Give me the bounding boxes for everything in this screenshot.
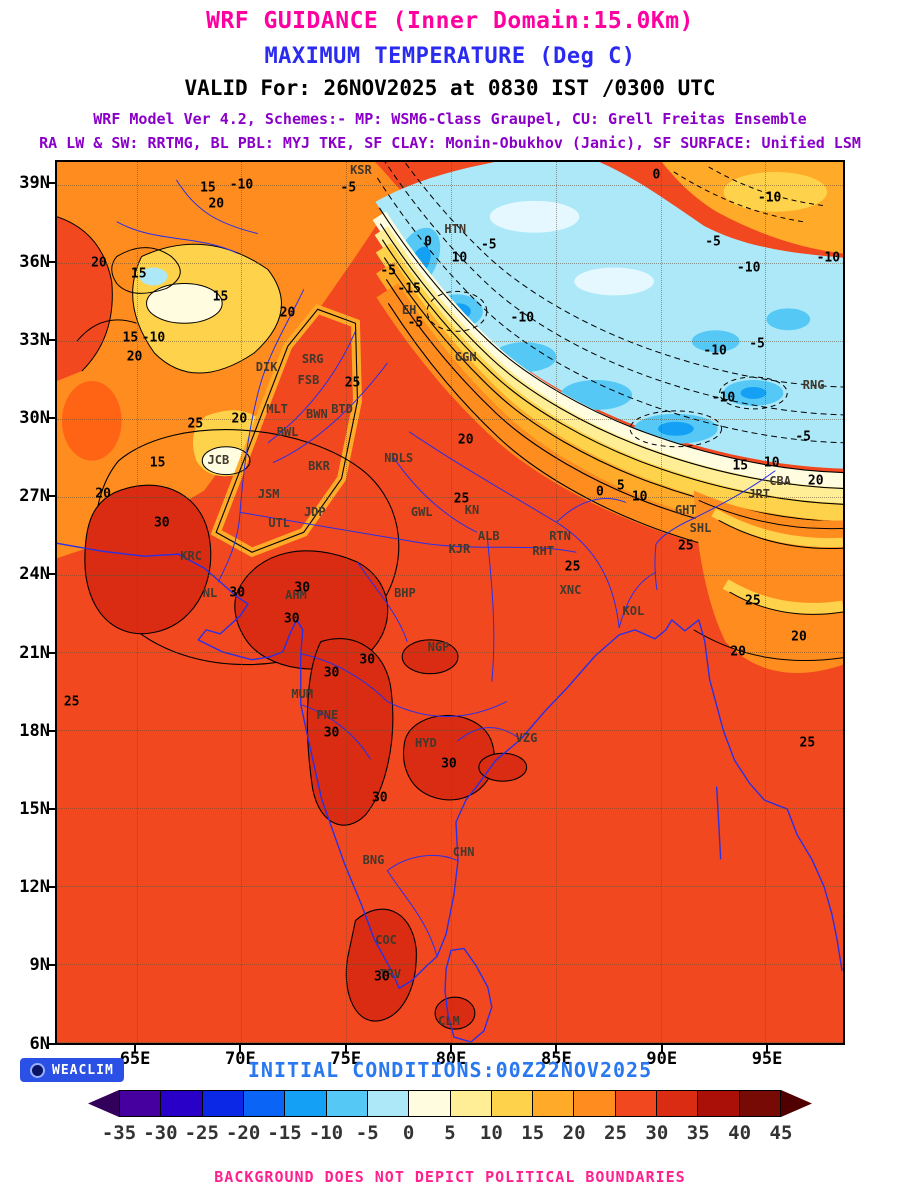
colorbar-tick-label: -25 [184,1122,219,1144]
colorbar-tick-label: -15 [267,1122,302,1144]
lat-tick-mark [47,1042,55,1045]
contour-fill-art [57,162,843,1043]
colorbar-tick-label: -30 [143,1122,178,1144]
lon-tick-label: 75E [330,1049,362,1069]
lat-tick-mark [47,182,55,185]
lat-tick-mark [47,495,55,498]
weaclim-logo-text: WEACLIM [52,1062,114,1078]
colorbar-segment [698,1091,740,1116]
lat-tick-label: 36N [19,251,50,272]
lat-tick-mark [47,417,55,420]
colorbar-tick-label: 20 [562,1122,586,1144]
lat-tick-mark [47,886,55,889]
colorbar-left-arrow [88,1090,119,1117]
lat-tick-label: 30N [19,408,50,429]
lat-tick-mark [47,808,55,811]
lon-tick-mark [766,1045,769,1053]
lon-tick-label: 95E [751,1049,783,1069]
lat-tick-label: 21N [19,642,50,663]
lon-tick-label: 90E [646,1049,678,1069]
lon-tick-mark [344,1045,347,1053]
weaclim-logo: WEACLIM [20,1058,124,1082]
colorbar-tick-label: -5 [355,1122,379,1144]
lon-tick-label: 85E [541,1049,572,1069]
weaclim-logo-icon [30,1062,45,1078]
colorbar-track [119,1090,781,1117]
colorbar-tick-label: 40 [728,1122,752,1144]
colorbar-segment [326,1091,368,1116]
initial-conditions-text: INITIAL CONDITIONS:00Z22NOV2025 [247,1058,653,1082]
colorbar-segment [409,1091,451,1116]
colorbar-right-arrow [781,1090,812,1117]
lon-tick-mark [239,1045,242,1053]
colorbar-tick-label: 5 [444,1122,456,1144]
lat-tick-mark [47,260,55,263]
temperature-map: KSR HTN EH DIK SRG FSB GGN MLT BWN BTD BWL JCB BKR ND… [55,160,845,1045]
lat-tick-label: 24N [19,564,50,585]
lon-tick-mark [450,1045,453,1053]
colorbar-segment [615,1091,658,1116]
lon-tick-mark [555,1045,558,1053]
disclaimer-text: BACKGROUND DOES NOT DEPICT POLITICAL BOU… [214,1168,686,1186]
lon-tick-label: 70E [225,1049,256,1069]
lat-tick-label: 9N [29,955,50,976]
lat-tick-label: 33N [19,329,50,350]
temperature-colorbar: -35 -30 -25 -20 -15 -10 -5 0 5 10 15 20 25 30 35 40 45 [88,1090,812,1150]
colorbar-segment [533,1091,575,1116]
colorbar-tick-label: 10 [479,1122,503,1144]
lon-tick-label: 80E [435,1049,467,1069]
colorbar-tick-label: 25 [604,1122,627,1144]
colorbar-tick-label: 15 [521,1122,545,1144]
colorbar-segment [161,1091,203,1116]
lon-tick-mark [660,1045,663,1053]
lat-tick-mark [47,651,55,654]
colorbar-segment [574,1091,616,1116]
colorbar-segment [367,1091,410,1116]
lat-tick-mark [47,573,55,576]
colorbar-tick-label: 0 [402,1122,415,1144]
colorbar-tick-label: -35 [101,1122,137,1144]
lat-tick-label: 6N [29,1033,50,1054]
colorbar-segment [657,1091,699,1116]
lat-tick-label: 15N [19,799,50,820]
colorbar-segment [491,1091,534,1116]
colorbar-tick-label: 35 [686,1122,710,1144]
lat-tick-label: 12N [19,877,50,898]
colorbar-segment [243,1091,286,1116]
model-scheme-line1: WRF Model Ver 4.2, Schemes:- MP: WSM6-Cl… [93,110,807,128]
lat-tick-mark [47,729,55,732]
colorbar-tick-label: 45 [769,1122,793,1144]
lat-tick-mark [47,964,55,967]
page-subtitle: MAXIMUM TEMPERATURE (Deg C) [264,44,636,69]
colorbar-segment [285,1091,327,1116]
colorbar-segment [120,1091,162,1116]
colorbar-segment [202,1091,244,1116]
model-scheme-line2: RA LW & SW: RRTMG, BL PBL: MYJ TKE, SF C… [39,134,861,152]
lat-tick-label: 18N [19,720,50,741]
valid-time-line: VALID For: 26NOV2025 at 0830 IST /0300 U… [184,76,716,100]
colorbar-tick-label: -20 [225,1122,261,1144]
colorbar-tick-label: 30 [645,1122,669,1144]
lon-tick-mark [134,1045,137,1053]
lat-tick-mark [47,338,55,341]
colorbar-segment [450,1091,492,1116]
lat-tick-label: 27N [19,486,50,507]
lat-tick-label: 39N [19,173,50,194]
colorbar-tick-label: -10 [308,1122,344,1144]
colorbar-segment [739,1091,780,1116]
lon-tick-label: 65E [119,1049,151,1069]
page-title: WRF GUIDANCE (Inner Domain:15.0Km) [206,8,694,34]
